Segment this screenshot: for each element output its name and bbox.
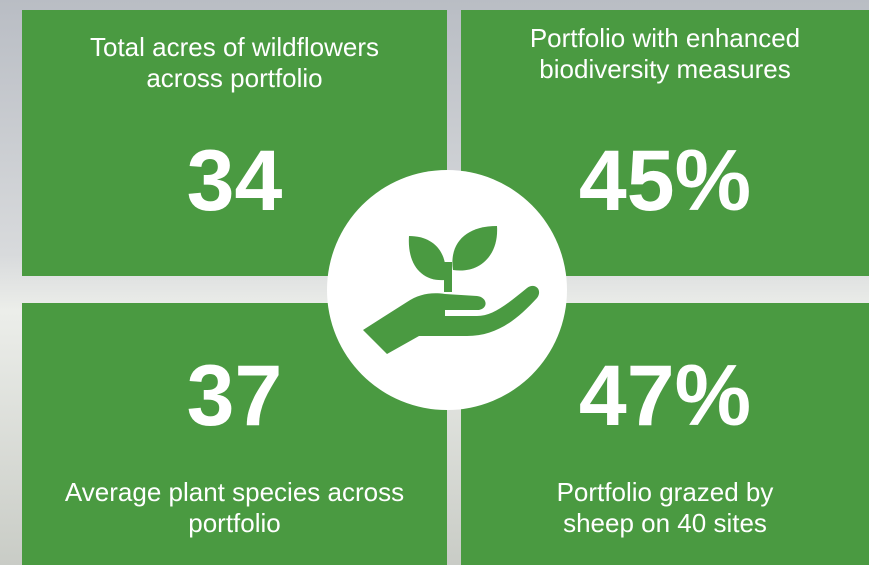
stem: [444, 262, 452, 292]
label-line: Portfolio grazed by: [556, 477, 774, 507]
label-line: portfolio: [188, 508, 281, 538]
stat-value: 37: [186, 348, 283, 444]
stat-value: 45%: [578, 133, 752, 229]
leaf: [452, 226, 498, 271]
label-line: Average plant species across: [64, 477, 405, 507]
label-line: biodiversity measures: [539, 54, 791, 84]
label-line: sheep on 40 sites: [563, 508, 767, 538]
leaf: [408, 236, 446, 281]
stat-label: Portfolio with enhanced biodiversity mea…: [461, 23, 869, 85]
stat-label: Average plant species across portfolio: [22, 477, 447, 539]
stat-value: 47%: [578, 348, 752, 444]
label-line: across portfolio: [146, 63, 323, 93]
stat-value: 34: [186, 133, 283, 229]
stat-tile: Total acres of wildflowers across portfo…: [22, 10, 447, 276]
icon-circle: [327, 170, 567, 410]
hand: [363, 285, 540, 354]
plant-hand-icon: [363, 226, 540, 354]
label-line: Total acres of wildflowers: [90, 32, 379, 62]
stat-label: Portfolio grazed by sheep on 40 sites: [461, 477, 869, 539]
stat-tile: 47% Portfolio grazed by sheep on 40 site…: [461, 303, 869, 565]
stat-label: Total acres of wildflowers across portfo…: [22, 32, 447, 94]
label-line: Portfolio with enhanced: [529, 23, 801, 53]
